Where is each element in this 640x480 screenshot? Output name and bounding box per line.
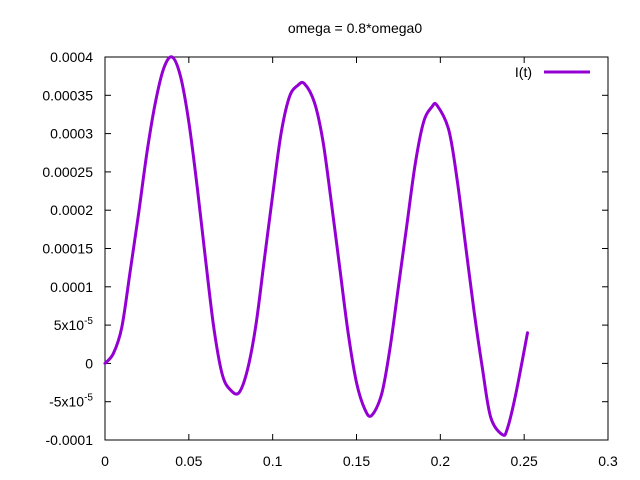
y-tick-label: 0.0001 (50, 279, 93, 295)
tick-marks (104, 56, 609, 441)
x-tick-label: 0.05 (175, 453, 202, 469)
x-tick-label: 0 (101, 453, 109, 469)
x-tick-label: 0.25 (511, 453, 538, 469)
legend-label: I(t) (515, 64, 532, 80)
y-tick-label: 0.00015 (42, 241, 93, 257)
chart-title: omega = 0.8*omega0 (288, 20, 422, 36)
y-tick-label: -5x10-5 (49, 393, 93, 410)
series-layer (103, 55, 530, 437)
y-tick-labels: 0.0004 0.00035 0.0003 0.00025 0.0002 0.00015 0… (42, 49, 93, 448)
x-tick-label: 0.3 (598, 453, 618, 469)
y-tick-label: 0.0004 (50, 49, 93, 65)
y-tick-label: 0.0002 (50, 202, 93, 218)
y-tick-label: 0 (85, 355, 93, 371)
y-tick-label: -0.0001 (46, 432, 94, 448)
y-tick-label: 0.0003 (50, 126, 93, 142)
y-tick-label: 0.00025 (42, 164, 93, 180)
legend: I(t) (515, 64, 590, 80)
y-tick-label: 0.00035 (42, 87, 93, 103)
x-tick-label: 0.15 (343, 453, 370, 469)
x-tick-label: 0.1 (263, 453, 283, 469)
x-tick-labels: 0 0.05 0.1 0.15 0.2 0.25 0.3 (101, 453, 618, 469)
series-line-0 (103, 55, 530, 437)
x-tick-label: 0.2 (431, 453, 451, 469)
y-tick-label: 5x10-5 (54, 316, 94, 333)
